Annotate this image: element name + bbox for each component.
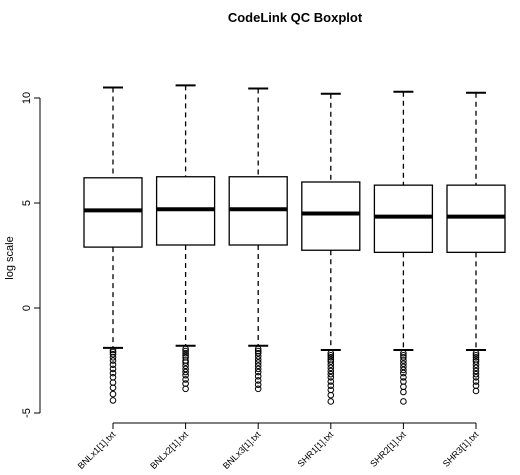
outlier-point	[472, 378, 480, 385]
box-iqr	[301, 181, 361, 251]
box-iqr	[446, 184, 506, 253]
outlier-point	[254, 356, 262, 363]
outlier-point	[182, 368, 189, 376]
y-axis-label: log scale	[4, 236, 16, 279]
box-group	[373, 90, 434, 405]
outlier-point	[327, 354, 335, 361]
x-tick-label: SHR1[1].txt	[296, 429, 336, 469]
outlier-point	[472, 370, 480, 378]
chart-title: CodeLink QC Boxplot	[228, 10, 363, 25]
outlier-point	[254, 345, 262, 353]
outlier-point	[327, 374, 335, 381]
outlier-point	[109, 390, 117, 398]
outlier-point	[109, 369, 117, 377]
outlier-point	[400, 398, 407, 405]
outlier-point	[400, 354, 407, 361]
outlier-point	[400, 360, 407, 367]
outlier-point	[400, 388, 407, 396]
outlier-point	[400, 366, 407, 374]
box-group	[83, 86, 143, 404]
outlier-point	[472, 349, 480, 357]
outlier-point	[327, 398, 335, 405]
outlier-point	[327, 391, 335, 399]
x-tick-label: BNLx1[1].txt	[76, 429, 118, 471]
outlier-point	[109, 365, 117, 373]
outlier-point	[400, 369, 407, 377]
outlier-point	[254, 353, 262, 360]
outlier-point	[109, 397, 117, 404]
box-group	[301, 92, 361, 405]
outlier-point	[472, 367, 480, 375]
outlier-point	[254, 385, 262, 393]
y-tick-label: 10	[21, 92, 33, 104]
x-tick-label: SHR3[1].txt	[441, 429, 481, 469]
outlier-point	[254, 359, 262, 366]
outlier-point	[327, 358, 335, 365]
outlier-point	[327, 382, 335, 390]
outlier-point	[254, 365, 262, 373]
y-tick-label: 5	[21, 200, 33, 206]
outlier-point	[109, 384, 117, 392]
outlier-point	[254, 362, 262, 370]
outlier-point	[472, 351, 480, 359]
outlier-point	[327, 364, 335, 372]
outlier-point	[109, 357, 117, 364]
outlier-point	[182, 365, 189, 373]
outlier-point	[254, 377, 262, 384]
outlier-point	[472, 364, 480, 372]
outlier-point	[182, 385, 189, 393]
outlier-point	[327, 378, 335, 385]
outlier-point	[327, 349, 335, 357]
outlier-point	[182, 347, 189, 355]
outlier-point	[182, 359, 189, 366]
box-group	[446, 91, 506, 395]
outlier-point	[254, 372, 262, 380]
outlier-point	[254, 381, 262, 388]
outlier-point	[472, 361, 480, 369]
box-group	[228, 87, 288, 393]
outlier-point	[109, 354, 117, 361]
outlier-point	[327, 351, 335, 359]
outlier-point	[109, 346, 117, 354]
outlier-point	[254, 368, 262, 376]
outlier-point	[182, 362, 189, 370]
outlier-point	[472, 387, 480, 395]
outlier-point	[400, 374, 407, 381]
outlier-point	[182, 345, 189, 353]
outlier-point	[472, 354, 480, 361]
outlier-point	[472, 358, 480, 365]
outlier-point	[182, 376, 189, 383]
outlier-point	[182, 371, 189, 379]
y-tick-label: -5	[21, 408, 33, 418]
outlier-point	[327, 367, 335, 375]
box-iqr	[373, 184, 434, 253]
x-tick-label: SHR2[1].txt	[368, 429, 408, 469]
outlier-point	[109, 350, 117, 358]
outlier-point	[400, 357, 407, 364]
outlier-point	[182, 349, 189, 357]
outlier-point	[254, 349, 262, 357]
outlier-point	[400, 349, 407, 357]
box-group	[155, 84, 216, 393]
outlier-point	[400, 363, 407, 371]
outlier-point	[109, 361, 117, 369]
outlier-point	[327, 361, 335, 369]
y-tick-label: 0	[21, 305, 33, 311]
x-axis: BNLx1[1].txt BNLx2[1].txt BNLx3[1].txt SHR1…	[76, 422, 481, 471]
boxes	[83, 84, 506, 405]
y-axis: -5 0 5 10	[21, 92, 41, 418]
x-tick-label: BNLx3[1].txt	[221, 429, 263, 471]
outlier-point	[327, 370, 335, 378]
x-tick-label: BNLx2[1].txt	[148, 429, 190, 471]
outlier-point	[472, 374, 480, 381]
box-iqr	[83, 177, 143, 248]
